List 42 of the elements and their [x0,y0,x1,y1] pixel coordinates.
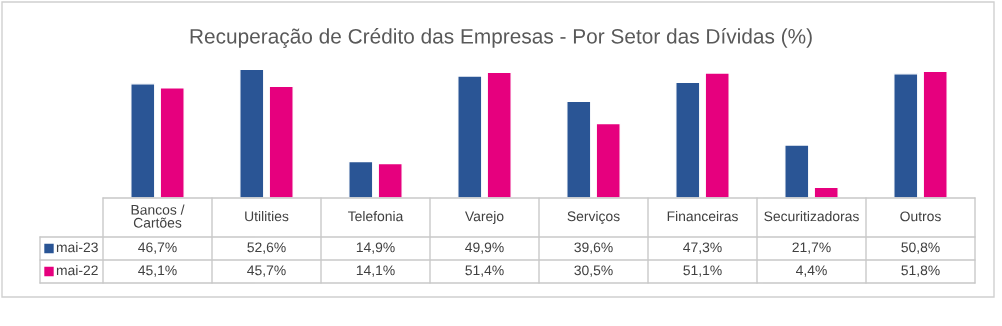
bar [348,160,374,198]
data-label: 4,4% [795,265,827,277]
x-tick-label: Financeiras [667,211,738,222]
data-label: 45,7% [247,265,286,277]
data-label: 39,6% [574,242,613,254]
bar [595,122,621,198]
legend-label: mai-23 [56,242,98,253]
data-label: 51,1% [683,265,722,277]
x-tick-label: Securitizadoras [764,211,859,222]
data-label: 45,1% [138,265,177,277]
bar [675,81,701,198]
data-label: 30,5% [574,265,613,277]
chart-title: Recuperação de Crédito das Empresas - Por Setor das Dívidas (%) [190,28,812,48]
bar [377,162,403,198]
bar [566,100,592,198]
data-label: 49,9% [465,242,504,254]
x-tick-label: Serviços [567,211,620,224]
bar [268,85,294,198]
x-tick-label: Telefonia [348,211,404,222]
legend-label: mai-22 [56,265,98,276]
bar [486,71,512,198]
x-tick-label: Varejo [465,211,504,224]
data-label: 47,3% [683,242,722,254]
x-tick-label: Utilities [245,211,289,222]
data-label: 52,6% [247,242,286,254]
data-label: 51,4% [465,265,504,277]
data-label: 14,1% [356,265,395,277]
data-label: 51,8% [901,265,940,277]
x-tick-label: Outros [900,211,941,222]
x-tick-label: Bancos / Cartões [131,204,185,228]
bar [704,72,730,198]
bar [922,70,948,198]
bar [893,73,919,198]
bar [239,68,265,198]
data-label: 46,7% [138,242,177,254]
bar [130,83,156,198]
data-label: 14,9% [356,242,395,254]
data-label: 50,8% [901,242,940,254]
bar [457,75,483,198]
bar [784,144,810,198]
data-label: 21,7% [792,242,831,254]
bar [159,87,185,198]
